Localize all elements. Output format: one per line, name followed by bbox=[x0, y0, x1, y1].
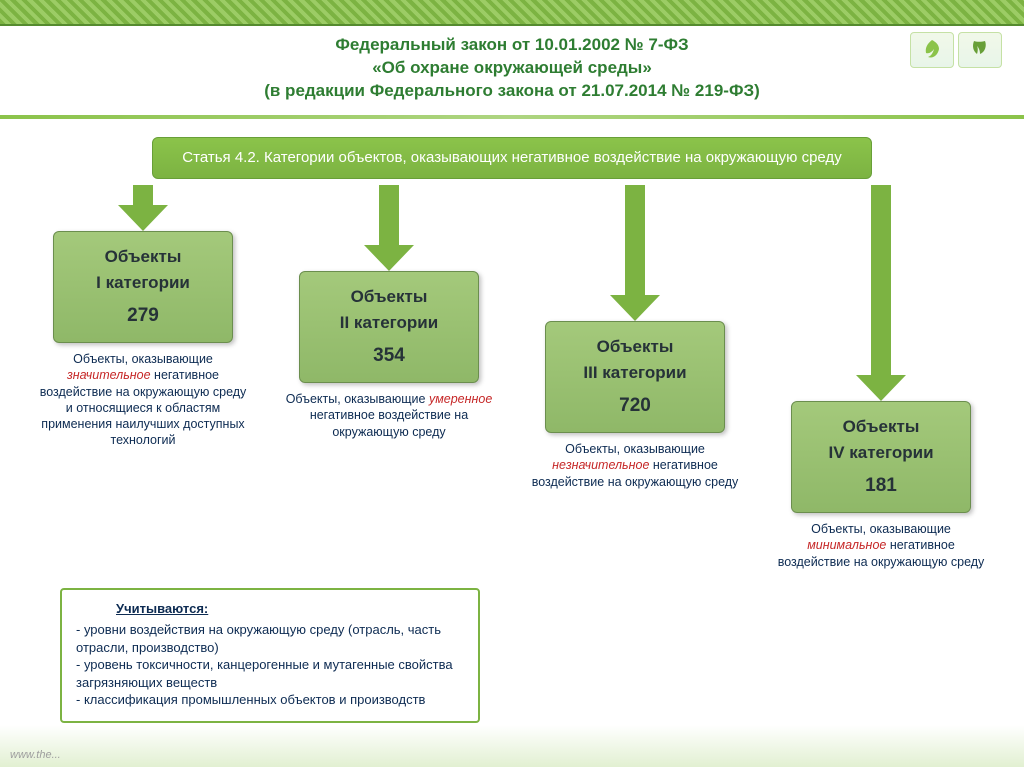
category-label-1: Объекты bbox=[843, 417, 920, 436]
article-box: Статья 4.2. Категории объектов, оказываю… bbox=[152, 137, 872, 179]
category-label-1: Объекты bbox=[351, 287, 428, 306]
footer-plants-decoration bbox=[0, 725, 1024, 767]
title-line-2: «Об охране окружающей среды» bbox=[40, 57, 984, 80]
category-count: 279 bbox=[60, 301, 226, 330]
category-description: Объекты, оказывающие значительное негати… bbox=[33, 351, 253, 449]
category-label-2: III категории bbox=[583, 363, 686, 382]
category-label-2: II категории bbox=[340, 313, 438, 332]
category-box: Объекты III категории 720 bbox=[545, 321, 725, 433]
top-pattern-band bbox=[0, 0, 1024, 26]
arrow-down-icon bbox=[605, 185, 665, 321]
category-description: Объекты, оказывающие минимальное негатив… bbox=[771, 521, 991, 570]
category-description: Объекты, оказывающие умеренное негативно… bbox=[279, 391, 499, 440]
category-column-4: Объекты IV категории 181 Объекты, оказыв… bbox=[771, 179, 991, 570]
considered-bullet: - уровень токсичности, канцерогенные и м… bbox=[76, 656, 464, 691]
leaf-icon bbox=[958, 32, 1002, 68]
emphasis-word: умеренное bbox=[429, 392, 492, 406]
arrow-down-icon bbox=[113, 185, 173, 231]
category-label-1: Объекты bbox=[597, 337, 674, 356]
emphasis-word: незначительное bbox=[552, 458, 649, 472]
emphasis-word: значительное bbox=[67, 368, 151, 382]
leaf-icon bbox=[910, 32, 954, 68]
category-count: 181 bbox=[798, 471, 964, 500]
category-column-2: Объекты II категории 354 Объекты, оказыв… bbox=[279, 179, 499, 570]
divider-bar bbox=[0, 115, 1024, 119]
footer-site-text: www.the... bbox=[10, 749, 61, 761]
leaf-decoration bbox=[910, 32, 1002, 68]
considered-bullet: - уровни воздействия на окружающую среду… bbox=[76, 621, 464, 656]
considered-box: Учитываются: - уровни воздействия на окр… bbox=[60, 588, 480, 723]
arrow-stem bbox=[133, 185, 153, 205]
category-count: 720 bbox=[552, 391, 718, 420]
title-line-3: (в редакции Федерального закона от 21.07… bbox=[40, 80, 984, 103]
category-box: Объекты IV категории 181 bbox=[791, 401, 971, 513]
category-box: Объекты I категории 279 bbox=[53, 231, 233, 343]
article-text: Статья 4.2. Категории объектов, оказываю… bbox=[182, 149, 841, 166]
emphasis-word: минимальное bbox=[807, 538, 886, 552]
category-description: Объекты, оказывающие незначительное нега… bbox=[525, 441, 745, 490]
considered-heading: Учитываются: bbox=[76, 600, 464, 618]
considered-bullet: - классификация промышленных объектов и … bbox=[76, 691, 464, 709]
arrow-down-icon bbox=[851, 185, 911, 401]
category-box: Объекты II категории 354 bbox=[299, 271, 479, 383]
columns-container: Объекты I категории 279 Объекты, оказыва… bbox=[0, 179, 1024, 570]
category-column-3: Объекты III категории 720 Объекты, оказы… bbox=[525, 179, 745, 570]
title-area: Федеральный закон от 10.01.2002 № 7-ФЗ «… bbox=[0, 26, 1024, 113]
category-label-1: Объекты bbox=[105, 247, 182, 266]
title-line-1: Федеральный закон от 10.01.2002 № 7-ФЗ bbox=[40, 34, 984, 57]
category-label-2: I категории bbox=[96, 273, 190, 292]
arrow-down-icon bbox=[359, 185, 419, 271]
category-column-1: Объекты I категории 279 Объекты, оказыва… bbox=[33, 179, 253, 570]
arrow-head bbox=[118, 205, 168, 231]
category-label-2: IV категории bbox=[828, 443, 933, 462]
category-count: 354 bbox=[306, 341, 472, 370]
